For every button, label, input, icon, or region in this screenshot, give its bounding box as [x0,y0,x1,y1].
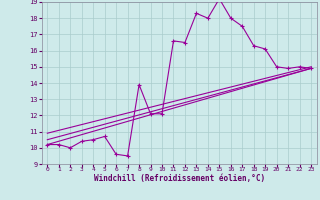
X-axis label: Windchill (Refroidissement éolien,°C): Windchill (Refroidissement éolien,°C) [94,174,265,183]
